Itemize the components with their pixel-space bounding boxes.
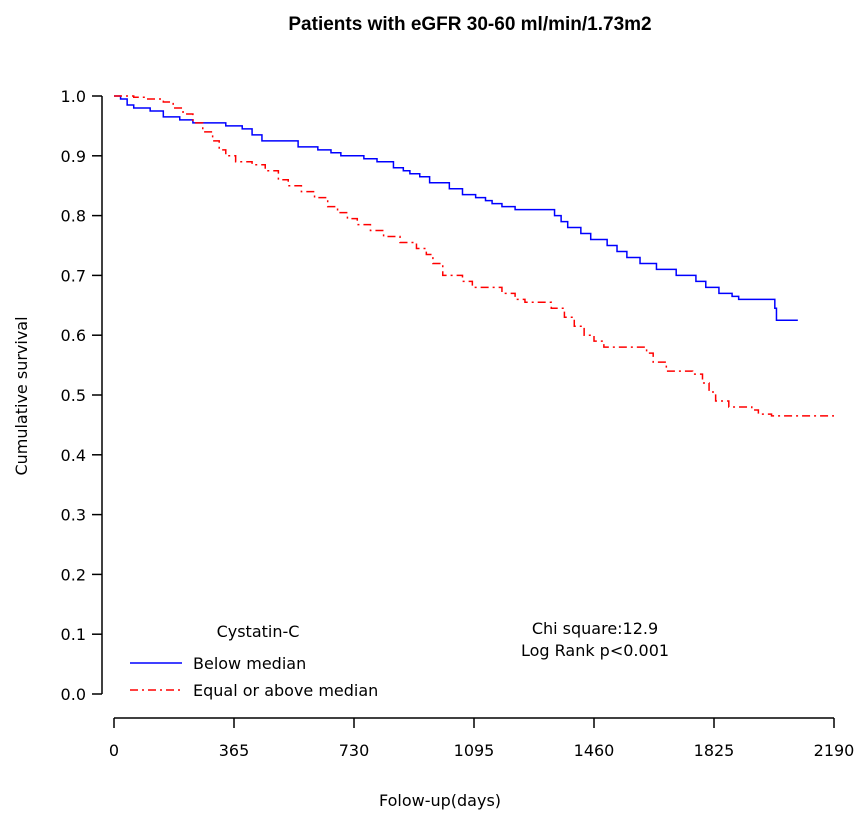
legend-title: Cystatin-C: [217, 622, 300, 641]
annotations: Chi square:12.9 Log Rank p<0.001: [521, 619, 669, 660]
x-tick-label: 365: [219, 741, 250, 760]
series-line-above-median: [114, 95, 834, 417]
x-tick-label: 1825: [694, 741, 735, 760]
legend-label-below-median: Below median: [193, 654, 306, 673]
series-layer: [114, 95, 834, 417]
legend: Cystatin-C Below median Equal or above m…: [130, 622, 378, 700]
y-tick-label: 0.5: [61, 386, 86, 405]
x-tick-label: 1095: [454, 741, 495, 760]
y-tick-label: 0.3: [61, 506, 86, 525]
y-tick-label: 0.9: [61, 147, 86, 166]
x-tick-label: 0: [109, 741, 119, 760]
y-axis: 0.0 0.1 0.2 0.3 0.4 0.5 0.6 0.7 0.8 0.9 1.0: [61, 87, 103, 704]
y-tick-label: 0.4: [61, 446, 86, 465]
y-tick-label: 0.2: [61, 565, 86, 584]
chi-square-annotation: Chi square:12.9: [532, 619, 658, 638]
y-tick-label: 1.0: [61, 87, 86, 106]
y-tick-label: 0.0: [61, 685, 86, 704]
y-axis-title: Cumulative survival: [12, 316, 31, 475]
y-tick-label: 0.1: [61, 625, 86, 644]
y-tick-label: 0.8: [61, 207, 86, 226]
x-tick-label: 1460: [574, 741, 615, 760]
chart-title: Patients with eGFR 30-60 ml/min/1.73m2: [288, 14, 651, 35]
y-tick-label: 0.7: [61, 266, 86, 285]
legend-label-above-median: Equal or above median: [193, 681, 378, 700]
x-axis: 0 365 730 1095 1460 1825 2190: [109, 717, 855, 760]
x-tick-label: 2190: [814, 741, 855, 760]
log-rank-annotation: Log Rank p<0.001: [521, 641, 669, 660]
series-line-below-median: [114, 95, 798, 321]
x-axis-title: Folow-up(days): [379, 791, 501, 810]
x-tick-label: 730: [339, 741, 370, 760]
y-tick-label: 0.6: [61, 326, 86, 345]
